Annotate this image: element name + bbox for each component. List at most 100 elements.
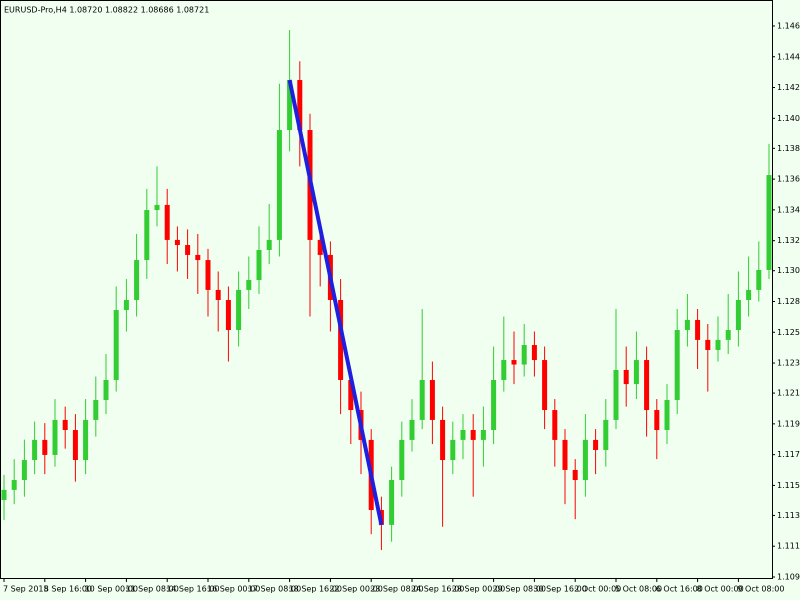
x-tick-label: 22 Sep 00:00 xyxy=(329,585,382,594)
x-tick-label: 10 Sep 00:00 xyxy=(85,585,138,594)
candle-body xyxy=(123,299,129,311)
y-tick-label: 1.13410 xyxy=(777,205,800,214)
candle-body xyxy=(429,380,435,420)
candle-body xyxy=(766,175,772,270)
candle-body xyxy=(674,330,680,400)
candle-body xyxy=(42,439,48,455)
x-tick-label: 11 Sep 08:00 xyxy=(125,585,178,594)
x-tick-label: 14 Sep 16:00 xyxy=(166,585,219,594)
candle-body xyxy=(246,280,252,290)
candle-body xyxy=(460,430,466,440)
candle-body xyxy=(572,469,578,481)
trendline xyxy=(287,79,384,526)
candle-body xyxy=(93,399,99,420)
candle-body xyxy=(185,245,191,255)
candle-body xyxy=(236,289,242,331)
candle-body xyxy=(705,339,711,350)
candle-body xyxy=(32,439,38,461)
candle-body xyxy=(633,360,639,385)
candle-body xyxy=(72,430,78,461)
x-tick-label: 8 Oct 00:00 xyxy=(697,585,744,594)
y-tick-label: 1.12800 xyxy=(777,297,800,306)
candle-body xyxy=(174,239,180,246)
candle-body xyxy=(735,299,741,331)
candle-body xyxy=(21,460,27,481)
y-tick-label: 1.14020 xyxy=(777,114,800,123)
y-tick-label: 1.13205 xyxy=(777,236,800,245)
x-tick-label: 18 Sep 16:00 xyxy=(289,585,342,594)
x-tick-label: 16 Sep 00:00 xyxy=(207,585,260,594)
candle-body xyxy=(83,419,89,461)
candle-body xyxy=(501,360,507,381)
candle-body xyxy=(491,380,497,431)
candle-body xyxy=(317,239,323,255)
candle-body xyxy=(62,419,68,431)
candle-body xyxy=(113,310,119,381)
x-tick-label: 8 Sep 16:00 xyxy=(44,585,92,594)
x-tick-label: 24 Sep 16:00 xyxy=(411,585,464,594)
x-tick-label: 29 Sep 08:00 xyxy=(493,585,546,594)
candle-body xyxy=(562,439,568,470)
candle-body xyxy=(399,439,405,481)
y-tick-label: 1.13615 xyxy=(777,175,800,184)
candle-body xyxy=(440,419,446,461)
x-tick-label: 30 Sep 16:00 xyxy=(533,585,586,594)
candle-body xyxy=(684,319,690,331)
x-tick-label: 6 Oct 16:00 xyxy=(656,585,703,594)
y-tick-label: 1.13005 xyxy=(777,266,800,275)
candle-body xyxy=(103,380,109,400)
x-tick-label: 2 Oct 00:00 xyxy=(574,585,621,594)
candle-body xyxy=(664,399,670,431)
y-tick-label: 1.10965 xyxy=(777,572,800,581)
x-tick-label: 5 Oct 08:00 xyxy=(615,585,662,594)
candle-body xyxy=(419,380,425,420)
y-tick-label: 1.11575 xyxy=(777,481,800,490)
candle-body xyxy=(542,360,548,411)
y-tick-label: 1.11170 xyxy=(777,542,800,551)
candle-body xyxy=(746,289,752,300)
candle-body xyxy=(256,249,262,281)
candle-body xyxy=(531,345,537,361)
candle-body xyxy=(470,430,476,440)
chart-title: EURUSD-Pro,H4 1.08720 1.08822 1.08686 1.… xyxy=(4,6,209,15)
candle-body xyxy=(613,369,619,420)
candle-body xyxy=(205,260,211,290)
x-tick-label: 23 Sep 08:00 xyxy=(370,585,423,594)
x-tick-label: 28 Sep 00:00 xyxy=(452,585,505,594)
candle-body xyxy=(348,380,354,411)
plot-frame xyxy=(0,0,773,579)
candle-body xyxy=(52,419,58,455)
candle-body xyxy=(297,80,303,131)
candle-body xyxy=(623,369,629,385)
y-tick-label: 1.11780 xyxy=(777,450,800,459)
candle-body xyxy=(644,360,650,411)
candle-body xyxy=(603,419,609,450)
candle-body xyxy=(287,80,293,131)
candle-body xyxy=(1,489,7,500)
y-tick-label: 1.12595 xyxy=(777,328,800,337)
candle-body xyxy=(450,439,456,461)
candle-body xyxy=(389,480,395,525)
x-tick-label: 7 Sep 2015 xyxy=(3,585,49,594)
candle-body xyxy=(654,410,660,431)
candle-body xyxy=(593,439,599,450)
candle-body xyxy=(521,345,527,365)
candle-body xyxy=(695,319,701,340)
x-tick-label: 9 Oct 08:00 xyxy=(737,585,784,594)
candle-body xyxy=(195,254,201,261)
candle-body xyxy=(215,289,221,300)
candle-body xyxy=(582,439,588,481)
candle-body xyxy=(725,330,731,340)
candle-body xyxy=(552,410,558,440)
y-tick-label: 1.11985 xyxy=(777,419,800,428)
candle-body xyxy=(480,430,486,440)
candle-body xyxy=(225,299,231,331)
candle-body xyxy=(715,339,721,350)
y-tick-label: 1.13820 xyxy=(777,144,800,153)
candle-body xyxy=(338,299,344,381)
candle-body xyxy=(511,360,517,365)
candle-body xyxy=(756,269,762,290)
y-tick-label: 1.12190 xyxy=(777,389,800,398)
